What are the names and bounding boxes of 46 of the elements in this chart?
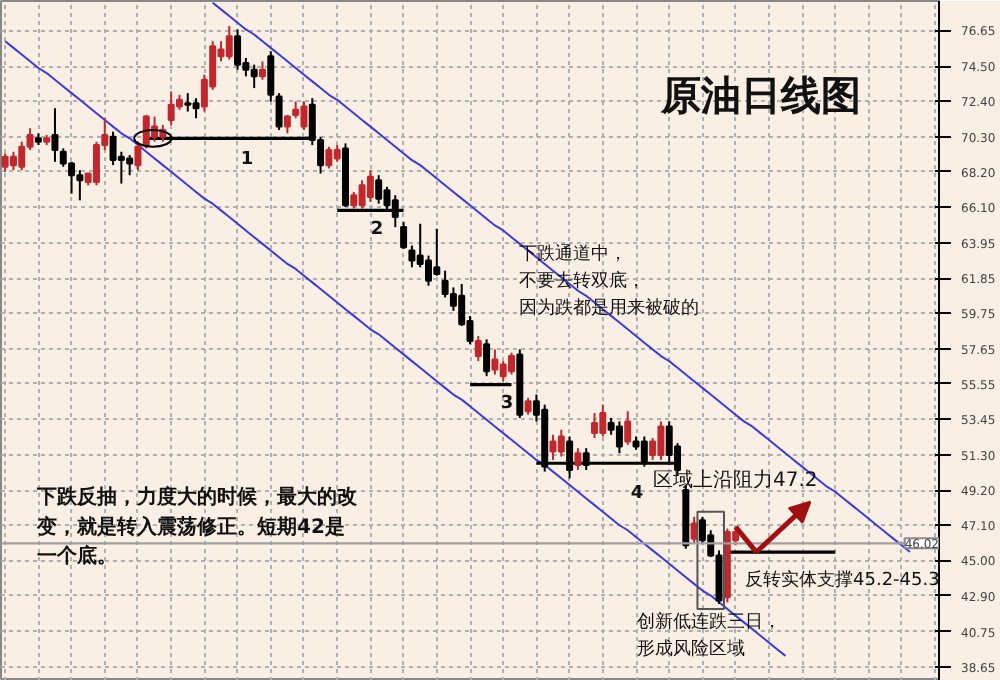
candlestick [400,221,408,250]
candlestick [9,150,17,172]
candlestick [192,97,200,120]
candlestick [557,428,565,458]
candlestick [483,338,491,378]
candlestick [591,412,598,440]
candlestick [1,152,9,173]
candlestick [300,100,308,131]
candlestick [599,403,607,438]
annotation: 区域上沿阻力47.2 [653,468,818,492]
candlestick [491,348,499,376]
annotation: 创新低连跌三日，形成风险区域 [637,611,781,660]
text: 原油日线图 [659,71,861,119]
annotation: 4 [630,484,644,504]
annotation: 2 [370,220,384,240]
candlestick [250,63,258,90]
candlestick [126,154,134,177]
candlestick [325,145,333,170]
candlestick [624,410,632,446]
candlestick [225,25,233,61]
candlestick [51,107,59,163]
candlestick [18,140,26,172]
candlestick [167,90,175,126]
candlestick [499,360,507,383]
candlestick [433,227,441,277]
candlestick [508,351,515,376]
candlestick [59,147,67,168]
candlestick [134,140,142,172]
annotation: 1 [240,150,254,170]
candlestick [366,169,374,203]
candlestick [375,174,383,205]
candlestick [425,254,432,287]
candlestick [92,140,100,187]
candlestick [184,92,192,113]
candlestick [657,420,665,461]
candlestick [258,60,266,81]
candlestick [408,244,416,269]
candlestick [574,447,582,471]
candlestick [549,433,557,461]
candlestick [234,28,242,71]
annotation: 3 [500,394,514,414]
annotation: 下跌反抽，力度大的时候，最大的改变，就是转入震荡修正。短期42是一个底。 [35,485,359,569]
candlestick [474,334,482,363]
candlestick [283,113,291,135]
candlestick [76,169,84,202]
candlestick [615,420,623,455]
